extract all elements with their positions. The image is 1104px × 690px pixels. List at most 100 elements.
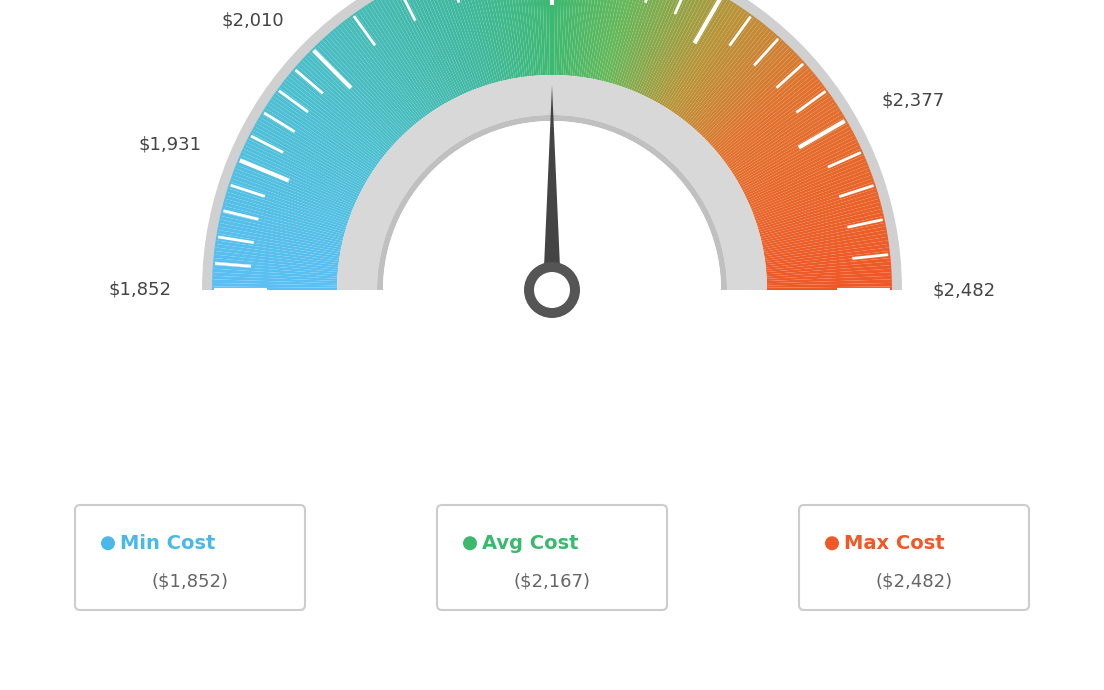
Wedge shape [762, 216, 884, 246]
Wedge shape [644, 0, 700, 97]
Wedge shape [612, 0, 650, 84]
Wedge shape [485, 0, 512, 79]
Wedge shape [598, 0, 629, 81]
Wedge shape [268, 99, 374, 171]
Wedge shape [767, 286, 892, 290]
Wedge shape [401, 0, 458, 97]
Wedge shape [279, 84, 381, 162]
Wedge shape [475, 0, 506, 81]
Wedge shape [327, 32, 412, 129]
Wedge shape [699, 42, 787, 135]
Wedge shape [627, 0, 673, 89]
Wedge shape [726, 90, 829, 166]
Wedge shape [762, 213, 884, 243]
Wedge shape [728, 93, 831, 167]
Wedge shape [686, 23, 766, 123]
Wedge shape [301, 57, 395, 144]
Wedge shape [214, 251, 339, 268]
Wedge shape [414, 0, 467, 94]
Wedge shape [639, 0, 693, 95]
Wedge shape [732, 105, 839, 175]
Ellipse shape [524, 262, 580, 318]
Wedge shape [383, 121, 721, 290]
Wedge shape [221, 209, 343, 241]
Wedge shape [574, 0, 591, 77]
Wedge shape [625, 0, 670, 88]
Wedge shape [747, 148, 862, 203]
Wedge shape [223, 202, 344, 237]
Wedge shape [745, 142, 860, 199]
Wedge shape [236, 161, 353, 211]
Wedge shape [382, 0, 446, 104]
Wedge shape [212, 273, 338, 281]
Wedge shape [760, 202, 881, 237]
Wedge shape [394, 0, 455, 99]
Wedge shape [664, 0, 731, 107]
Wedge shape [765, 244, 890, 263]
Wedge shape [332, 28, 415, 126]
Wedge shape [251, 129, 362, 190]
Wedge shape [765, 251, 890, 268]
Wedge shape [240, 152, 355, 205]
Wedge shape [488, 0, 514, 79]
Wedge shape [766, 265, 891, 277]
Wedge shape [257, 117, 367, 182]
Circle shape [463, 536, 477, 550]
Wedge shape [736, 114, 845, 181]
Text: Max Cost: Max Cost [843, 534, 945, 553]
Wedge shape [563, 0, 573, 75]
Wedge shape [217, 223, 341, 250]
Wedge shape [237, 158, 353, 209]
Wedge shape [309, 50, 400, 139]
Wedge shape [513, 0, 530, 77]
Wedge shape [253, 126, 363, 188]
Wedge shape [534, 0, 543, 75]
Wedge shape [491, 0, 517, 79]
Wedge shape [212, 268, 338, 279]
Wedge shape [696, 37, 782, 132]
Wedge shape [756, 185, 877, 226]
Wedge shape [411, 0, 465, 95]
Wedge shape [370, 1, 438, 108]
Wedge shape [447, 0, 488, 86]
Wedge shape [742, 129, 853, 190]
Wedge shape [247, 136, 360, 195]
Wedge shape [232, 172, 350, 217]
Wedge shape [427, 0, 475, 90]
Wedge shape [367, 3, 437, 110]
Wedge shape [341, 21, 421, 121]
Wedge shape [404, 0, 460, 97]
Wedge shape [224, 195, 346, 232]
Wedge shape [583, 0, 605, 78]
Wedge shape [648, 0, 707, 99]
Wedge shape [607, 0, 644, 83]
Wedge shape [379, 0, 445, 105]
Wedge shape [709, 57, 803, 144]
Wedge shape [307, 52, 399, 141]
Wedge shape [590, 0, 616, 79]
Wedge shape [766, 258, 891, 272]
Wedge shape [752, 165, 870, 213]
Wedge shape [744, 139, 858, 197]
Wedge shape [322, 37, 408, 132]
Wedge shape [226, 188, 347, 228]
Wedge shape [767, 276, 892, 284]
Wedge shape [763, 226, 887, 252]
Wedge shape [297, 63, 392, 148]
Wedge shape [755, 178, 874, 221]
Wedge shape [751, 161, 868, 211]
Wedge shape [212, 286, 337, 290]
Wedge shape [765, 248, 890, 265]
Wedge shape [766, 268, 892, 279]
Wedge shape [520, 0, 534, 76]
Wedge shape [496, 0, 519, 78]
Wedge shape [246, 139, 360, 197]
Wedge shape [714, 68, 811, 151]
Wedge shape [667, 3, 737, 110]
FancyBboxPatch shape [437, 505, 667, 610]
Wedge shape [552, 0, 555, 75]
Circle shape [825, 536, 839, 550]
Wedge shape [672, 9, 746, 113]
Wedge shape [763, 223, 887, 250]
Wedge shape [215, 240, 339, 261]
